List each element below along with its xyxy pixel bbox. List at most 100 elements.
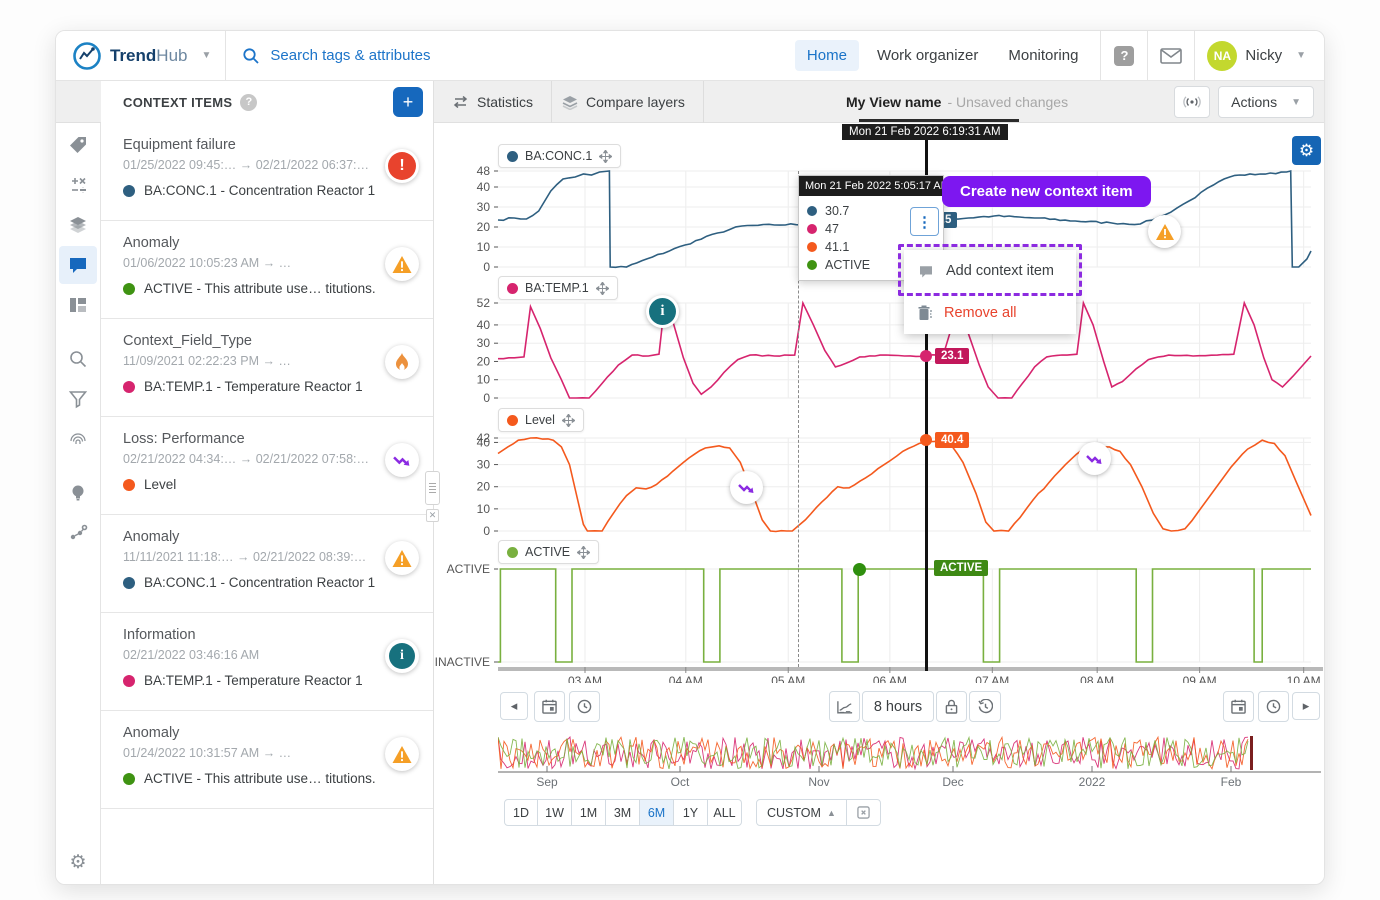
range-button-1w[interactable]: 1W	[538, 799, 572, 826]
start-time-button[interactable]	[569, 691, 600, 722]
user-menu[interactable]: NA Nicky ▼	[1195, 40, 1324, 71]
loss-marker[interactable]	[1078, 442, 1111, 475]
legend-chip-level[interactable]: Level	[498, 408, 584, 432]
panel-close-button[interactable]: ✕	[426, 509, 439, 522]
cursor-point-level	[920, 434, 932, 446]
range-button-1d[interactable]: 1D	[504, 799, 538, 826]
lock-duration-button[interactable]	[936, 691, 967, 722]
tab-home[interactable]: Home	[794, 40, 859, 71]
severity-icon	[385, 541, 419, 575]
view-name-area[interactable]: My View name - Unsaved changes	[846, 81, 1068, 123]
legend-chip-conc[interactable]: BA:CONC.1	[498, 144, 622, 168]
series-color-dot	[507, 414, 518, 426]
cursor-timestamp: Mon 21 Feb 2022 6:19:31 AM	[842, 124, 1008, 140]
calculations-rail-button[interactable]	[59, 166, 97, 204]
recommendations-rail-button[interactable]	[59, 474, 97, 512]
duration-button[interactable]: 8 hours	[862, 691, 934, 722]
context-item-card[interactable]: Equipment failure 01/25/2022 09:45:… → 02…	[101, 123, 433, 221]
tab-compare-layers[interactable]: Compare layers	[544, 81, 704, 123]
range-button-6m[interactable]: 6M	[640, 799, 674, 826]
range-button-1m[interactable]: 1M	[572, 799, 606, 826]
move-icon[interactable]	[599, 149, 613, 163]
settings-button[interactable]: ⚙	[69, 851, 86, 874]
tab-statistics[interactable]: Statistics	[434, 81, 553, 123]
context-item-card[interactable]: Anomaly 11/11/2021 11:18:… → 02/21/2022 0…	[101, 515, 433, 613]
loss-zigzag-icon	[392, 455, 409, 466]
messages-button[interactable]	[1148, 31, 1194, 81]
loss-zigzag-icon	[737, 483, 753, 493]
app-logo[interactable]: TrendHub ▼	[56, 41, 225, 71]
chart-type-button[interactable]	[829, 691, 860, 722]
custom-range-button[interactable]: CUSTOM ▲	[756, 799, 881, 826]
end-time-button[interactable]	[1258, 691, 1289, 722]
timeline-minimap[interactable]	[498, 734, 1323, 792]
filter-rail-button[interactable]	[59, 380, 97, 418]
svg-text:05 AM: 05 AM	[771, 674, 805, 683]
context-item-tag: Level	[144, 477, 177, 492]
actions-button[interactable]: Actions ▼	[1218, 86, 1314, 118]
help-button[interactable]: ?	[1101, 31, 1147, 81]
chart-settings-button[interactable]: ⚙	[1292, 136, 1321, 165]
search-rail-button[interactable]	[59, 340, 97, 378]
context-item-card[interactable]: Loss: Performance 02/21/2022 04:34:… → 02…	[101, 417, 433, 515]
trendhub-logo-icon	[73, 41, 101, 70]
panel-help-icon[interactable]: ?	[240, 93, 258, 111]
tag-color-dot	[123, 478, 135, 491]
time-cursor-line[interactable]	[925, 140, 928, 671]
context-item-card[interactable]: Anomaly 01/06/2022 10:05:23 AM → … ACTIVE …	[101, 221, 433, 319]
tooltip-options-button[interactable]: ⋮	[910, 207, 939, 236]
live-broadcast-button[interactable]	[1174, 86, 1211, 118]
pan-right-button[interactable]: ▸	[1292, 692, 1320, 720]
context-items-panel: Equipment failure 01/25/2022 09:45:… → 02…	[101, 123, 434, 884]
tooltip-anchor-line	[798, 171, 799, 667]
month-label: Oct	[670, 775, 690, 789]
severity-icon	[385, 737, 419, 771]
context-item-card[interactable]: Anomaly 01/24/2022 10:31:57 AM → … ACTIVE …	[101, 711, 433, 809]
menu-remove-all[interactable]: Remove all	[904, 292, 1076, 334]
range-button-1y[interactable]: 1Y	[674, 799, 708, 826]
create-context-item-button[interactable]: Create new context item	[942, 176, 1151, 207]
search-input[interactable]	[270, 47, 691, 64]
move-icon[interactable]	[595, 281, 609, 295]
legend-chip-temp[interactable]: BA:TEMP.1	[498, 276, 618, 300]
anomaly-marker[interactable]	[1148, 215, 1181, 248]
tab-work-organizer[interactable]: Work organizer	[876, 47, 979, 64]
range-button-all[interactable]: ALL	[708, 799, 742, 826]
start-date-button[interactable]	[534, 691, 565, 722]
context-items-rail-button[interactable]	[59, 246, 97, 284]
series-label: BA:CONC.1	[525, 149, 593, 163]
svg-text:04 AM: 04 AM	[669, 674, 703, 683]
clock-icon	[577, 699, 592, 714]
dashboard-rail-button[interactable]	[59, 286, 97, 324]
loss-marker[interactable]	[730, 471, 763, 504]
panel-resize-handle[interactable]	[425, 471, 440, 505]
tooltip-timestamp: Mon 21 Feb 2022 5:05:17 AM	[805, 180, 950, 192]
tooltip-value: 30.7	[825, 204, 850, 218]
tag-icon	[70, 137, 86, 153]
series-label: ACTIVE	[525, 545, 571, 559]
svg-text:52: 52	[477, 296, 491, 310]
move-icon[interactable]	[577, 545, 591, 559]
history-button[interactable]	[969, 691, 1001, 722]
add-context-item-button[interactable]: +	[393, 87, 423, 117]
move-icon[interactable]	[561, 413, 575, 427]
context-event-point[interactable]	[853, 563, 866, 576]
series-color-dot	[807, 224, 817, 234]
brand-caret-icon[interactable]: ▼	[201, 50, 212, 61]
layers-rail-button[interactable]	[59, 206, 97, 244]
fingerprint-rail-button[interactable]	[59, 420, 97, 458]
tags-rail-button[interactable]	[59, 126, 97, 164]
tab-monitoring[interactable]: Monitoring	[1008, 47, 1079, 64]
context-item-card[interactable]: Context_Field_Type 11/09/2021 02:22:23 PM…	[101, 319, 433, 417]
end-date-button[interactable]	[1223, 691, 1254, 722]
range-button-3m[interactable]: 3M	[606, 799, 640, 826]
information-marker[interactable]: i	[646, 295, 679, 328]
pan-left-button[interactable]: ◂	[500, 692, 528, 720]
menu-add-context-item[interactable]: Add context item	[904, 250, 1076, 292]
calendar-icon	[1231, 699, 1246, 714]
influencers-rail-button[interactable]	[59, 514, 97, 552]
custom-range-clear[interactable]	[845, 800, 880, 825]
svg-text:30: 30	[477, 200, 491, 214]
context-item-card[interactable]: Information 02/21/2022 03:46:16 AM BA:TEMP…	[101, 613, 433, 711]
legend-chip-active[interactable]: ACTIVE	[498, 540, 600, 564]
